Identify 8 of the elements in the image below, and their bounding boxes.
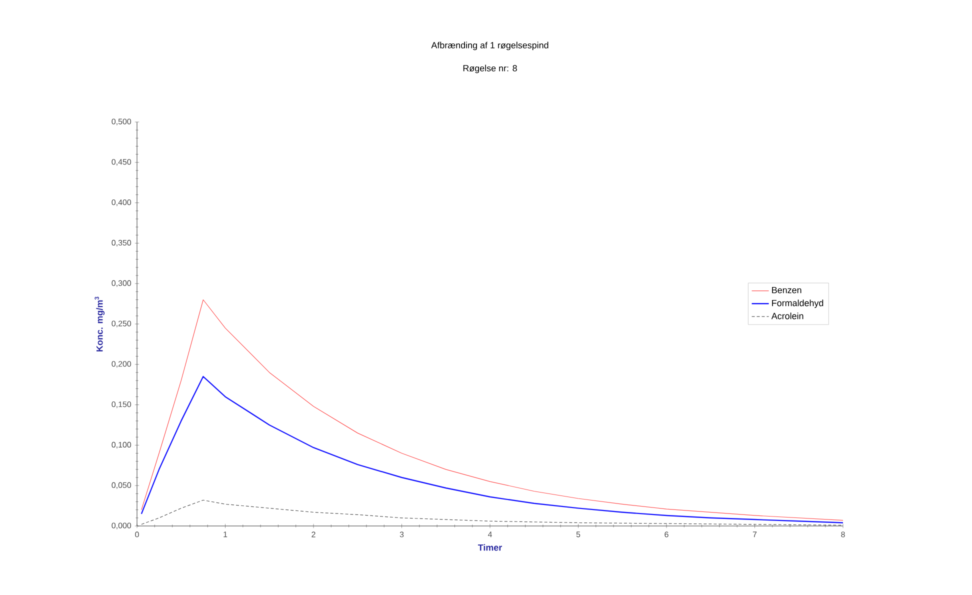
legend-label: Acrolein [771,312,804,320]
x-axis-title: Timer [478,544,502,551]
line-series [140,376,844,524]
chart-title: Afbrænding af 1 røgelsespind [431,42,548,50]
legend-label: Benzen [772,286,802,294]
y-axis-title: Konc. mg/m$^{3}$ [94,296,105,352]
legend-label: Formaldehyd [772,300,824,308]
chart-subtitle: Røgelse nr: 8 [463,64,517,74]
